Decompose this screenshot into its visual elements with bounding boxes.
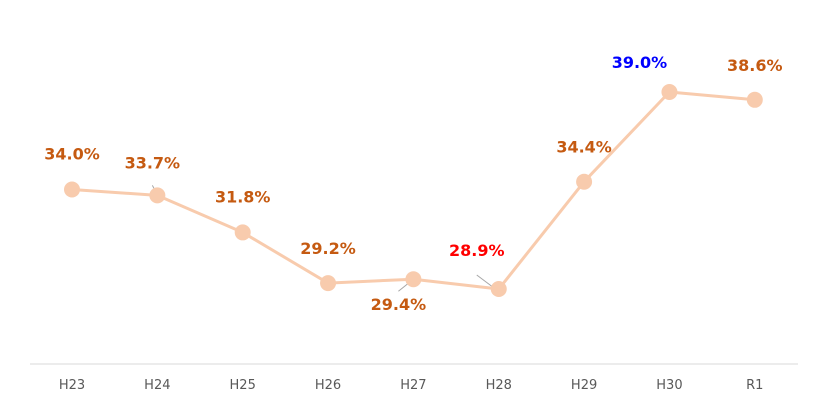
data-point-h27 bbox=[405, 271, 422, 288]
x-tick-h29: H29 bbox=[571, 378, 597, 393]
data-point-h29 bbox=[576, 173, 593, 190]
x-tick-h30: H30 bbox=[656, 378, 682, 393]
data-point-h28 bbox=[490, 281, 507, 297]
x-tick-labels: H23 H24 H25 H26 H27 H28 H29 H30 R1 bbox=[59, 378, 764, 393]
leader-line bbox=[476, 274, 494, 288]
x-tick-h23: H23 bbox=[59, 378, 85, 393]
data-point-h24 bbox=[149, 187, 166, 204]
x-tick-h27: H27 bbox=[400, 378, 426, 393]
data-point-h25 bbox=[234, 224, 251, 241]
x-tick-h24: H24 bbox=[144, 378, 170, 393]
data-point-h26 bbox=[320, 275, 337, 292]
data-label-h28: 28.9% bbox=[449, 241, 505, 260]
data-label-r1: 38.6% bbox=[727, 56, 783, 75]
data-label-h26: 29.2% bbox=[300, 239, 356, 258]
x-tick-h25: H25 bbox=[230, 378, 256, 393]
data-labels: 34.0% 33.7% 31.8% 29.2% 29.4% 28.9% 34.4% 39.0%… bbox=[44, 53, 782, 314]
markers bbox=[64, 84, 763, 297]
x-tick-h28: H28 bbox=[486, 378, 512, 393]
x-tick-h26: H26 bbox=[315, 378, 341, 393]
data-label-h25: 31.8% bbox=[215, 187, 271, 206]
x-tick-r1: R1 bbox=[746, 378, 763, 393]
data-label-h23: 34.0% bbox=[44, 145, 100, 164]
data-label-h29: 34.4% bbox=[556, 138, 612, 157]
data-label-h30: 39.0% bbox=[612, 53, 668, 72]
data-label-h27: 29.4% bbox=[371, 295, 427, 314]
data-point-r1 bbox=[746, 91, 763, 108]
series-line bbox=[71, 90, 755, 291]
data-point-h30 bbox=[661, 84, 678, 100]
data-label-h24: 33.7% bbox=[125, 153, 181, 172]
data-point-h23 bbox=[64, 181, 80, 198]
